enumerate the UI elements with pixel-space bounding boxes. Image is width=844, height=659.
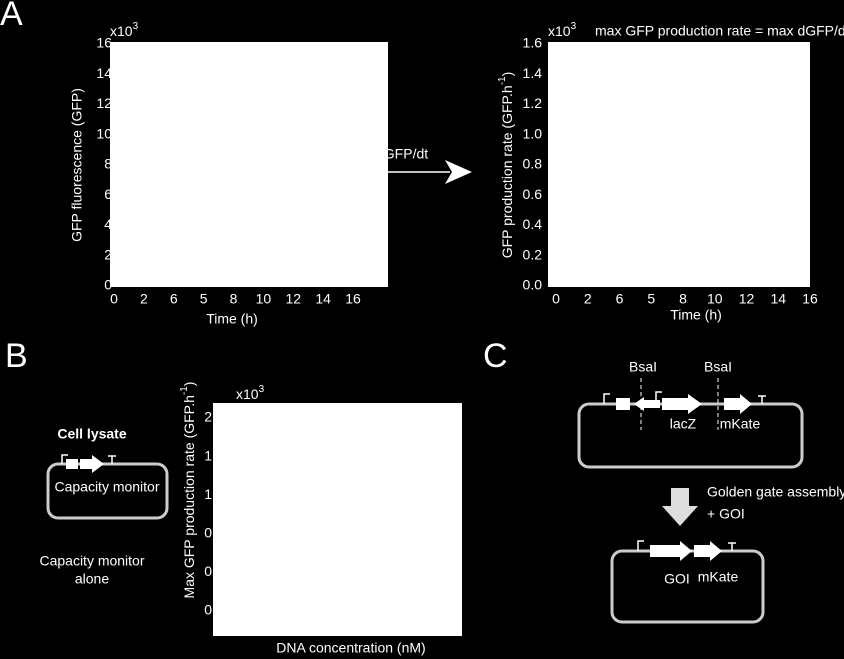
x-tick-label: 6 [616, 291, 624, 307]
panel-label: A [0, 0, 23, 33]
x-tick-label: 10 [707, 291, 723, 307]
gene [634, 397, 660, 411]
gene [724, 394, 752, 414]
multiplier: x103 [548, 21, 577, 39]
promoter [655, 391, 662, 400]
x-tick-label: 12 [285, 291, 301, 307]
site-label: BsaI [704, 359, 732, 375]
x-tick-label: 14 [315, 291, 331, 307]
panel-label: B [5, 337, 28, 375]
terminator [758, 395, 766, 404]
x-axis-label: Time (h) [206, 311, 258, 327]
gene [694, 541, 722, 561]
arrow-label: dGFP/dt [376, 146, 428, 162]
y-tick-label: 10 [96, 125, 112, 141]
x-tick-label: 2 [140, 291, 148, 307]
plot-area [213, 403, 462, 636]
y-tick-label: 14 [96, 65, 112, 81]
x-tick-label: 5 [647, 291, 655, 307]
x-tick-label: 6 [170, 291, 178, 307]
plot-area [548, 42, 810, 287]
y-tick-label: 1 [204, 486, 212, 502]
terminator [108, 455, 116, 464]
y-tick-label: 0 [204, 602, 212, 618]
rbs [66, 459, 78, 469]
y-axis-label: GFP fluorescence (GFP) [69, 88, 85, 242]
x-axis-label: Time (h) [670, 307, 722, 323]
gene-label: lacZ [670, 416, 697, 432]
gene [80, 455, 104, 473]
x-tick-label: 16 [345, 291, 361, 307]
x-tick-label: 5 [200, 291, 208, 307]
x-tick-label: 14 [770, 291, 786, 307]
y-tick-label: 0.4 [523, 216, 543, 232]
plasmid [46, 462, 169, 520]
x-tick-label: 12 [739, 291, 755, 307]
y-tick-label: 1.2 [523, 95, 543, 111]
x-tick-label: 8 [230, 291, 238, 307]
x-axis-label: DNA concentration (nM) [276, 640, 425, 656]
panel-label: C [483, 337, 508, 375]
y-tick-label: 0.2 [523, 246, 543, 262]
y-tick-label: 12 [96, 95, 112, 111]
step-arrow [662, 488, 698, 526]
y-axis-label: Max GFP production rate (GFP.h-1) [179, 382, 197, 599]
x-tick-label: 16 [802, 291, 818, 307]
step-label: + GOI [707, 506, 745, 522]
rbs [650, 545, 664, 557]
step-label: Golden gate assembly [707, 484, 844, 500]
y-tick-label: 16 [96, 35, 112, 51]
y-tick-label: 2 [204, 409, 212, 425]
gene-label: mKate [698, 569, 739, 585]
x-tick-label: 0 [110, 291, 118, 307]
multiplier: x103 [110, 21, 139, 39]
y-tick-label: 1.6 [523, 35, 543, 51]
y-tick-label: 0.8 [523, 156, 543, 172]
gene-label: mKate [720, 416, 761, 432]
gene [662, 394, 702, 414]
promoter [61, 454, 68, 464]
caption: Capacity monitor [39, 553, 144, 569]
gene [664, 541, 692, 561]
y-tick-label: 6 [104, 186, 112, 202]
site-label: BsaI [629, 359, 657, 375]
plasmid-label: Capacity monitor [54, 479, 159, 495]
y-tick-label: 8 [104, 156, 112, 172]
x-tick-label: 8 [679, 291, 687, 307]
y-tick-label: 0.6 [523, 186, 543, 202]
caption: alone [75, 571, 109, 587]
y-tick-label: 0 [204, 525, 212, 541]
plot-area [110, 42, 388, 287]
promoter [637, 540, 644, 551]
rbs [616, 398, 630, 410]
lysate-label: Cell lysate [57, 426, 126, 442]
y-tick-label: 4 [104, 216, 112, 232]
y-tick-label: 2 [104, 246, 112, 262]
y-tick-label: 0 [204, 563, 212, 579]
x-tick-label: 10 [256, 291, 272, 307]
promoter [603, 393, 610, 404]
y-tick-label: 1.0 [523, 125, 543, 141]
multiplier: x103 [236, 384, 265, 402]
x-tick-label: 0 [552, 291, 560, 307]
y-tick-label: 1.4 [523, 65, 543, 81]
y-tick-label: 1 [204, 447, 212, 463]
y-axis-label: GFP production rate (GFP.h-1) [497, 72, 515, 259]
gene-label: GOI [664, 571, 690, 587]
annotation: max GFP production rate = max dGFP/dt [595, 23, 844, 39]
plasmid [577, 402, 804, 469]
x-tick-label: 2 [584, 291, 592, 307]
terminator [728, 542, 736, 551]
y-tick-label: 0 [104, 277, 112, 293]
arrow-head [445, 160, 472, 184]
y-tick-label: 0.0 [523, 277, 543, 293]
